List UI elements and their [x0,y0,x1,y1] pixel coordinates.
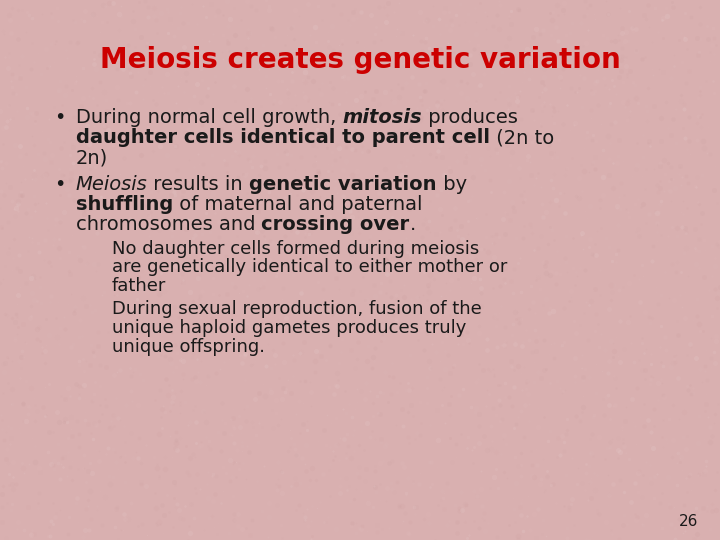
Text: (2n to: (2n to [490,129,554,147]
Text: unique offspring.: unique offspring. [112,338,265,356]
Text: crossing over: crossing over [261,215,410,234]
Text: shuffling: shuffling [76,195,173,214]
Text: produces: produces [422,108,518,127]
Text: of maternal and paternal: of maternal and paternal [173,195,423,214]
Text: mitosis: mitosis [342,108,422,127]
Text: by: by [437,174,467,193]
Text: .: . [410,215,415,234]
Text: 26: 26 [679,514,698,529]
Text: Meiosis: Meiosis [76,174,148,193]
Text: father: father [112,278,166,295]
Text: are genetically identical to either mother or: are genetically identical to either moth… [112,259,507,276]
Text: daughter cells identical to parent cell: daughter cells identical to parent cell [76,129,490,147]
Text: No daughter cells formed during meiosis: No daughter cells formed during meiosis [112,240,479,258]
Text: During normal cell growth,: During normal cell growth, [76,108,342,127]
Text: results in: results in [148,174,249,193]
Text: •: • [54,174,66,193]
Text: unique haploid gametes produces truly: unique haploid gametes produces truly [112,319,466,337]
Text: chromosomes and: chromosomes and [76,215,261,234]
Text: genetic variation: genetic variation [249,174,437,193]
Text: 2n): 2n) [76,148,108,167]
Text: Meiosis creates genetic variation: Meiosis creates genetic variation [99,46,621,74]
Text: During sexual reproduction, fusion of the: During sexual reproduction, fusion of th… [112,300,482,318]
Text: •: • [54,108,66,127]
